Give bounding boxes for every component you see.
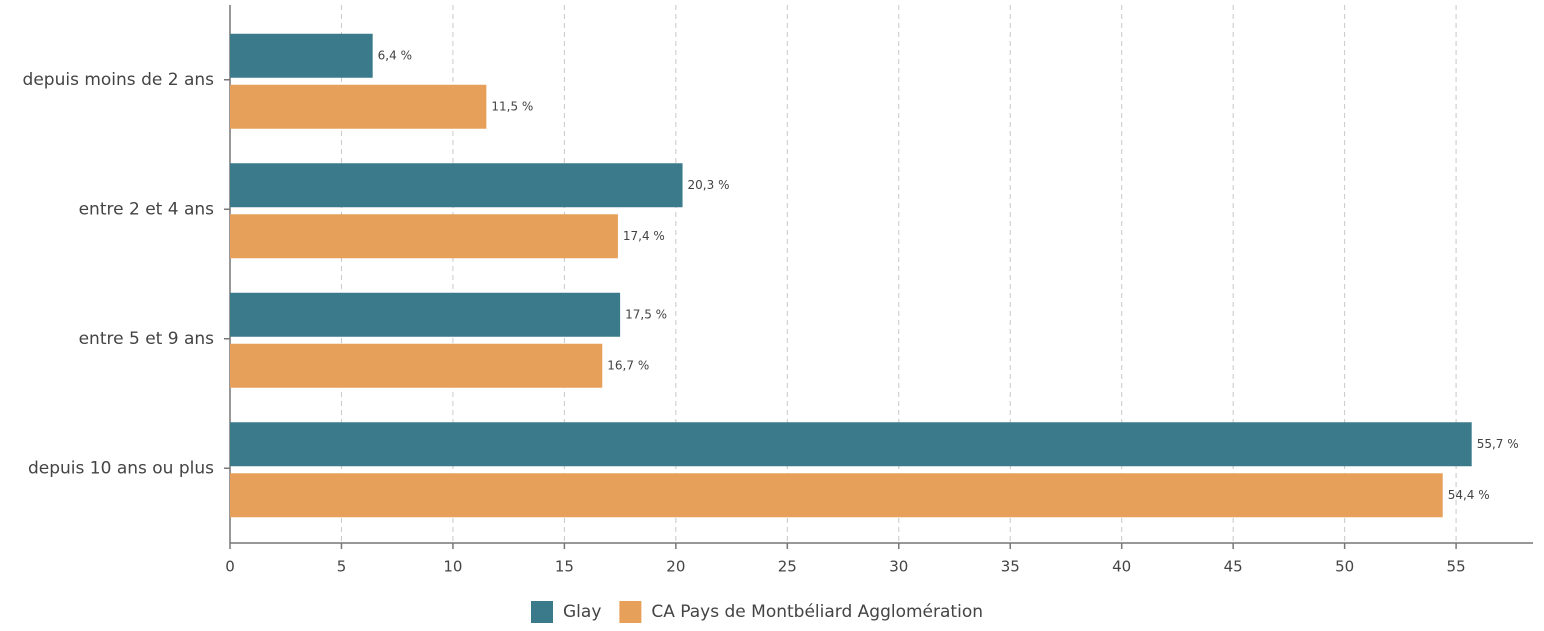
value-label: 17,4 % [623, 229, 665, 243]
x-tick-label: 40 [1112, 558, 1131, 576]
bar [230, 163, 683, 208]
x-tick-label: 55 [1447, 558, 1466, 576]
x-tick-label: 45 [1224, 558, 1243, 576]
bar [230, 84, 487, 129]
legend-swatch [619, 601, 642, 623]
value-label: 54,4 % [1448, 488, 1490, 502]
value-label: 17,5 % [625, 307, 667, 321]
bar [230, 292, 621, 337]
bar [230, 473, 1443, 518]
value-label: 6,4 % [378, 48, 412, 62]
value-label: 11,5 % [491, 99, 533, 113]
legend-label: CA Pays de Montbéliard Agglomération [651, 602, 983, 622]
x-tick-label: 10 [443, 558, 462, 576]
x-tick-label: 15 [555, 558, 574, 576]
value-label: 55,7 % [1477, 437, 1519, 451]
x-tick-label: 0 [225, 558, 235, 576]
value-label: 20,3 % [688, 178, 730, 192]
legend-label: Glay [563, 602, 601, 622]
x-tick-label: 35 [1001, 558, 1020, 576]
bar [230, 343, 603, 388]
bar [230, 214, 618, 259]
y-tick-label: depuis 10 ans ou plus [28, 458, 214, 478]
x-tick-label: 20 [666, 558, 685, 576]
y-tick-label: depuis moins de 2 ans [23, 70, 215, 90]
y-tick-label: entre 5 et 9 ans [79, 329, 215, 349]
bar [230, 422, 1472, 467]
x-tick-label: 50 [1335, 558, 1354, 576]
x-tick-label: 30 [889, 558, 908, 576]
x-tick-label: 25 [778, 558, 797, 576]
y-tick-label: entre 2 et 4 ans [79, 199, 215, 219]
x-tick-label: 5 [337, 558, 347, 576]
value-label: 16,7 % [607, 358, 649, 372]
bar [230, 33, 373, 78]
legend-swatch [531, 601, 553, 623]
